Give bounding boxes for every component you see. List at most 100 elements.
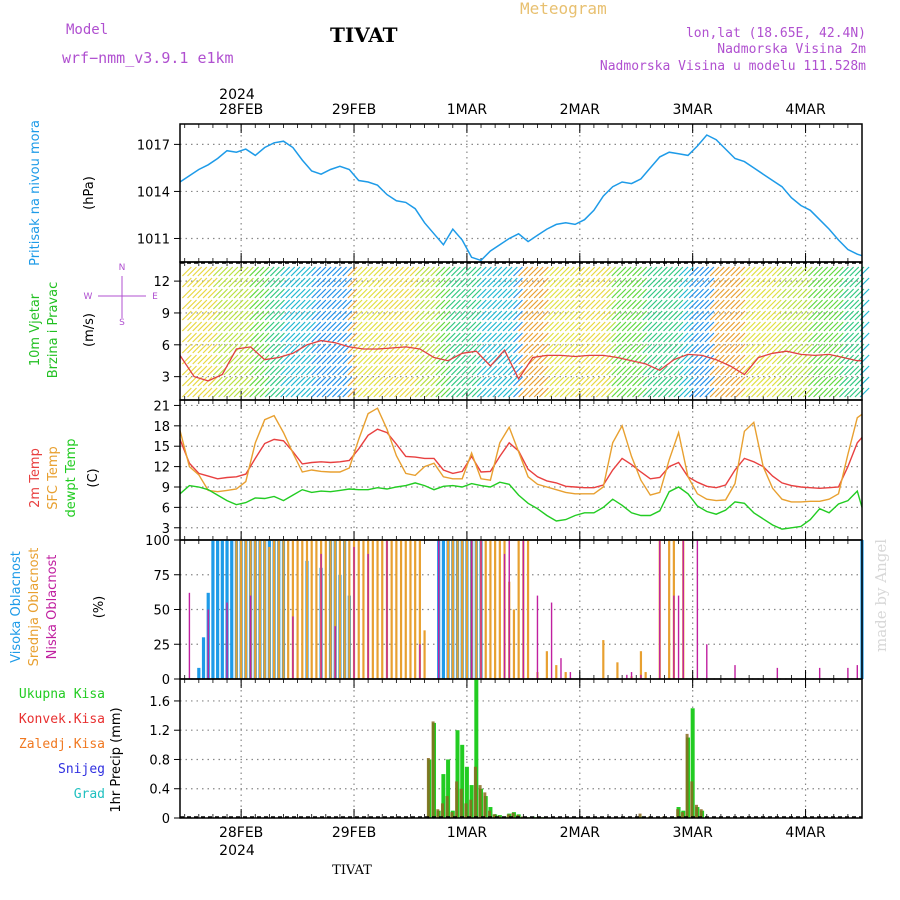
conv-precip-bar [440,803,444,818]
mid-cloud-bar [564,672,567,679]
wind-barb [275,365,285,376]
wind-barb [404,299,415,310]
wind-barb [595,376,606,387]
wind-barb [218,288,228,299]
wind-barb [187,354,197,365]
wind-barb [430,343,441,354]
wind-barb [652,343,663,354]
wind-barb [228,310,239,321]
wind-barb [244,354,254,365]
wind-barb [331,321,342,332]
wind-barb [849,376,860,387]
wind-barb [569,266,580,277]
wind-barb [735,288,746,299]
wind-barb [300,321,311,332]
wind-barb [321,288,332,299]
wind-barb [632,288,642,299]
wind-barb [368,299,379,310]
low-cloud-bar [569,672,572,679]
wind-barb [321,365,332,376]
conv-precip-bar [638,813,642,818]
wind-barb [394,277,404,288]
wind-barb [668,321,679,332]
conv-precip-bar [459,788,463,818]
wind-barb [306,277,316,288]
wind-barb [383,365,394,376]
wind-barb [207,332,218,343]
wind-barb [466,310,477,321]
wind-barb [233,266,244,277]
wind-barb [844,321,855,332]
wind-barb [828,288,839,299]
wind-barb [414,332,425,343]
wind-barb [311,266,322,277]
wind-barb [425,277,435,288]
wind-barb [192,299,203,310]
wind-barb [668,387,679,398]
wind-barb [828,387,839,398]
wind-barb [326,277,337,288]
wind-barb [849,277,860,288]
conv-precip-bar [685,733,689,818]
wind-barb [249,266,260,277]
wind-barb [606,332,617,343]
wind-barb [828,299,839,310]
mid-cloud-bar [357,540,360,679]
wind-barb [575,365,585,376]
wind-barb [580,299,591,310]
wind-barb [269,332,280,343]
wind-barb [771,376,782,387]
wind-barb [471,299,482,310]
wind-barb [751,343,761,354]
wind-barb [311,365,322,376]
wind-barb [285,321,296,332]
top-day-label: 3MAR [673,102,714,118]
wind-barb [492,288,503,299]
wind-barb [445,387,456,398]
wind-barb [709,310,720,321]
wind-barb [849,332,860,343]
wind-barb [192,266,203,277]
wind-barb [202,288,213,299]
wind-barb [642,321,653,332]
wind-barb [761,343,772,354]
wind-barb [720,266,730,277]
wind-barb [657,387,668,398]
wind-barb [331,310,342,321]
wind-barb [471,387,482,398]
wind-barb [590,277,601,288]
wind-barb [471,376,482,387]
wind-barb [300,343,311,354]
wind-barb [792,277,803,288]
mid-cloud-bar [376,540,379,679]
wind-barb [657,365,668,376]
wind-barb [311,387,322,398]
wind-barb [285,299,296,310]
wind-barb [595,365,606,376]
wind-barb [606,365,617,376]
wind-barb [238,288,249,299]
wind-barb [740,288,751,299]
y-tick-label: 100 [145,534,170,549]
footer-station: TIVAT [332,863,372,878]
wind-barb [756,310,767,321]
wind-barb [782,332,792,343]
wind-barb [409,288,420,299]
wind-barb [595,321,606,332]
wind-barb [688,321,699,332]
wind-barb [280,332,291,343]
wind-barb [849,387,860,398]
mid-cloud-bar [616,662,619,679]
wind-barb [254,310,265,321]
wind-barb [357,321,368,332]
wind-barb [419,343,430,354]
wind-barb [373,299,384,310]
wind-barb [766,354,777,365]
wind-barb [181,299,192,310]
wind-barb [699,387,710,398]
wind-barb [709,343,720,354]
low-cloud-bar [734,665,736,679]
wind-barb [694,332,704,343]
wind-barb [238,354,249,365]
wind-barb [357,266,368,277]
